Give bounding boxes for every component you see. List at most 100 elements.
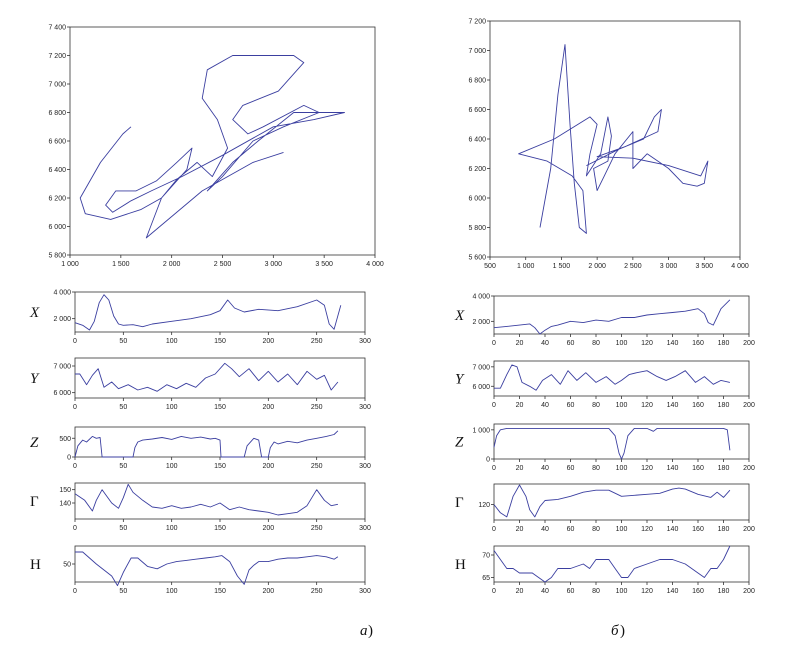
y-tick-label: 4 000 — [53, 290, 71, 297]
y-tick-label: 5 800 — [468, 225, 486, 232]
x-tick-label: 100 — [616, 465, 628, 472]
x-tick-label: 200 — [262, 588, 274, 595]
x-tick-label: 100 — [166, 463, 178, 470]
x-tick-label: 300 — [359, 404, 371, 411]
series-line — [74, 294, 342, 331]
y-tick-label: 2 000 — [472, 319, 490, 326]
x-tick-label: 4 000 — [731, 263, 749, 270]
x-tick-label: 300 — [359, 463, 371, 470]
x-tick-label: 120 — [641, 402, 653, 409]
x-tick-label: 60 — [567, 465, 575, 472]
y-tick-label: 6 200 — [48, 196, 66, 203]
x-tick-label: 140 — [667, 588, 679, 595]
x-tick-label: 200 — [262, 463, 274, 470]
chart-a-X: 0 50 100 150 200 250 300 2 000 4 000 X — [29, 290, 371, 346]
caption-a-paren: ) — [368, 623, 373, 639]
plots-layer: 1 000 1 500 2 000 2 500 3 000 3 500 4 000 5 800… — [29, 19, 755, 596]
row-label-Г: Г — [455, 495, 464, 511]
x-tick-label: 160 — [692, 465, 704, 472]
x-tick-label: 80 — [592, 465, 600, 472]
x-tick-label: 60 — [567, 340, 575, 347]
y-tick-label: 1 000 — [472, 427, 490, 434]
x-tick-label: 4 000 — [366, 261, 384, 268]
x-tick-label: 140 — [667, 465, 679, 472]
x-tick-label: 150 — [214, 588, 226, 595]
x-tick-label: 80 — [592, 588, 600, 595]
y-tick-label: 6 200 — [468, 166, 486, 173]
x-tick-label: 500 — [484, 263, 496, 270]
x-tick-label: 20 — [516, 526, 524, 533]
y-tick-label: 6 600 — [48, 139, 66, 146]
x-tick-label: 0 — [492, 402, 496, 409]
y-tick-label: 120 — [478, 502, 490, 509]
y-tick-label: 65 — [482, 575, 490, 582]
x-tick-label: 40 — [541, 526, 549, 533]
x-tick-label: 20 — [516, 465, 524, 472]
plot-frame — [493, 545, 750, 583]
chart-a-Z: 0 50 100 150 200 250 300 0 500 Z — [30, 426, 371, 470]
x-tick-label: 120 — [641, 465, 653, 472]
chart-b-Z: 0 20 40 60 80 100 120 140 160 180 200 0 1 000 Z — [455, 423, 755, 472]
plot-frame — [74, 545, 366, 583]
x-tick-label: 100 — [166, 525, 178, 532]
x-tick-label: 100 — [616, 588, 628, 595]
row-label-Y: Y — [30, 371, 40, 387]
x-tick-label: 150 — [214, 338, 226, 345]
series-line — [79, 55, 345, 239]
x-tick-label: 250 — [311, 588, 323, 595]
x-tick-label: 200 — [743, 526, 755, 533]
chart-b-signature: 500 1 000 1 500 2 000 2 500 3 000 3 500 4 000 5 … — [468, 19, 748, 271]
x-tick-label: 100 — [166, 404, 178, 411]
x-tick-label: 100 — [616, 402, 628, 409]
x-tick-label: 250 — [311, 404, 323, 411]
x-tick-label: 120 — [641, 340, 653, 347]
x-tick-label: 160 — [692, 340, 704, 347]
y-tick-label: 7 200 — [48, 53, 66, 60]
y-tick-label: 7 000 — [468, 48, 486, 55]
y-tick-label: 5 800 — [48, 253, 66, 260]
y-tick-label: 4 000 — [472, 294, 490, 301]
x-tick-label: 160 — [692, 402, 704, 409]
y-tick-label: 50 — [63, 562, 71, 569]
y-tick-label: 6 800 — [468, 78, 486, 85]
series-line — [74, 483, 338, 516]
x-tick-label: 200 — [743, 588, 755, 595]
x-tick-label: 140 — [667, 402, 679, 409]
x-tick-label: 160 — [692, 588, 704, 595]
y-tick-label: 140 — [59, 501, 71, 508]
y-tick-label: 7 400 — [48, 25, 66, 32]
chart-b-X: 0 20 40 60 80 100 120 140 160 180 200 2 000 4 000 X — [454, 294, 755, 348]
x-tick-label: 2 000 — [588, 263, 606, 270]
series-line — [518, 44, 709, 234]
y-tick-label: 7 000 — [53, 364, 71, 371]
plot-frame — [493, 360, 750, 397]
caption-a-letter: а — [360, 623, 368, 639]
x-tick-label: 0 — [492, 340, 496, 347]
x-tick-label: 180 — [718, 526, 730, 533]
y-tick-label: 7 000 — [48, 82, 66, 89]
x-tick-label: 250 — [311, 463, 323, 470]
caption-b: б ) — [611, 623, 625, 639]
row-label-H: H — [455, 557, 466, 573]
x-tick-label: 3 500 — [696, 263, 714, 270]
x-tick-label: 250 — [311, 525, 323, 532]
x-tick-label: 150 — [214, 404, 226, 411]
x-tick-label: 120 — [641, 526, 653, 533]
x-tick-label: 20 — [516, 340, 524, 347]
y-tick-label: 5 600 — [468, 255, 486, 262]
x-tick-label: 40 — [541, 340, 549, 347]
x-tick-label: 2 500 — [214, 261, 232, 268]
x-tick-label: 40 — [541, 588, 549, 595]
x-tick-label: 40 — [541, 465, 549, 472]
y-tick-label: 0 — [486, 457, 490, 464]
x-tick-label: 140 — [667, 340, 679, 347]
x-tick-label: 0 — [73, 463, 77, 470]
row-label-X: X — [454, 308, 465, 324]
x-tick-label: 50 — [119, 463, 127, 470]
row-label-Г: Г — [30, 494, 39, 510]
y-tick-label: 6 000 — [53, 390, 71, 397]
series-line — [75, 362, 339, 392]
plot-frame — [74, 291, 366, 333]
plot-frame — [493, 483, 750, 521]
